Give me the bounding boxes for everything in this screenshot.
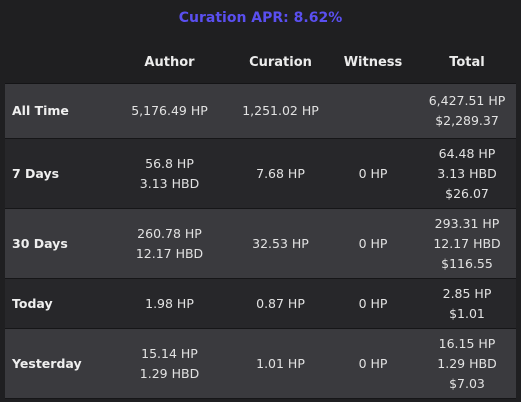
- header-author: Author: [106, 42, 233, 84]
- cell-value: 3.13 HBD: [139, 175, 200, 191]
- curation-cell: 1,251.02 HP: [233, 83, 328, 139]
- cell-value: 3.13 HBD: [437, 165, 497, 181]
- curation-apr-title: Curation APR: 8.62%: [178, 10, 343, 26]
- author-cell: 1.98 HP: [106, 278, 233, 329]
- cell-value: 6,427.51 HP: [428, 93, 506, 108]
- cell-value: 5,176.49 HP: [131, 103, 208, 118]
- cell-value: 1,251.02 HP: [242, 103, 319, 118]
- cell-value: 2.85 HP: [442, 285, 492, 301]
- curation-cell: 0.87 HP: [233, 278, 328, 329]
- curation-cell: 7.68 HP: [233, 138, 328, 209]
- author-cell: 5,176.49 HP: [106, 83, 233, 139]
- curation-cell: 1.01 HP: [233, 328, 328, 399]
- table-row-today: Today 1.98 HP 0.87 HP 0 HP 2.85 HP $1.01: [5, 278, 516, 329]
- witness-cell: 0 HP: [328, 138, 418, 209]
- total-cell: 6,427.51 HP $2,289.37: [418, 83, 516, 139]
- cell-value: 1.01 HP: [256, 355, 305, 371]
- cell-value: 7.68 HP: [256, 165, 305, 181]
- total-cell: 64.48 HP 3.13 HBD $26.07: [418, 138, 516, 209]
- cell-value: $116.55: [441, 255, 493, 271]
- cell-value: 0 HP: [358, 295, 388, 311]
- row-label: 30 Days: [5, 208, 106, 279]
- row-label: Yesterday: [5, 328, 106, 399]
- cell-value: 1.98 HP: [145, 295, 194, 311]
- cell-value: $1.01: [449, 305, 485, 321]
- witness-cell: [328, 83, 418, 139]
- row-label: All Time: [5, 83, 106, 139]
- row-label: Today: [5, 278, 106, 329]
- row-label: 7 Days: [5, 138, 106, 209]
- header-curation: Curation: [233, 42, 328, 84]
- header-total: Total: [418, 42, 516, 84]
- cell-value: 32.53 HP: [252, 235, 309, 251]
- cell-value: 1.29 HBD: [139, 365, 200, 381]
- cell-value: 1.29 HBD: [437, 355, 497, 371]
- cell-value: $7.03: [449, 375, 485, 391]
- cell-value: 0 HP: [358, 235, 388, 251]
- header-period: [5, 42, 106, 84]
- table-row-all-time: All Time 5,176.49 HP 1,251.02 HP 6,427.5…: [5, 83, 516, 139]
- author-cell: 260.78 HP 12.17 HBD: [106, 208, 233, 279]
- cell-value: 12.17 HBD: [135, 245, 204, 261]
- witness-cell: 0 HP: [328, 328, 418, 399]
- total-cell: 293.31 HP 12.17 HBD $116.55: [418, 208, 516, 279]
- total-cell: 16.15 HP 1.29 HBD $7.03: [418, 328, 516, 399]
- cell-value: 293.31 HP: [434, 215, 500, 231]
- cell-value: $2,289.37: [435, 113, 499, 128]
- table-row-yesterday: Yesterday 15.14 HP 1.29 HBD 1.01 HP 0 HP…: [5, 328, 516, 399]
- table-row-7-days: 7 Days 56.8 HP 3.13 HBD 7.68 HP 0 HP 64.…: [5, 138, 516, 209]
- cell-value: 56.8 HP: [145, 155, 194, 171]
- cell-value: 15.14 HP: [141, 345, 198, 361]
- curation-cell: 32.53 HP: [233, 208, 328, 279]
- author-cell: 15.14 HP 1.29 HBD: [106, 328, 233, 399]
- author-cell: 56.8 HP 3.13 HBD: [106, 138, 233, 209]
- rewards-table: Author Curation Witness Total All Time 5…: [5, 42, 516, 399]
- witness-cell: 0 HP: [328, 278, 418, 329]
- cell-value: 64.48 HP: [438, 145, 496, 161]
- total-cell: 2.85 HP $1.01: [418, 278, 516, 329]
- cell-value: 0 HP: [358, 355, 388, 371]
- cell-value: 260.78 HP: [137, 225, 202, 241]
- cell-value: 0.87 HP: [256, 295, 305, 311]
- witness-cell: 0 HP: [328, 208, 418, 279]
- header-witness: Witness: [328, 42, 418, 84]
- table-header-row: Author Curation Witness Total: [5, 42, 516, 84]
- cell-value: 0 HP: [358, 165, 388, 181]
- cell-value: $26.07: [445, 185, 489, 201]
- table-row-30-days: 30 Days 260.78 HP 12.17 HBD 32.53 HP 0 H…: [5, 208, 516, 279]
- cell-value: 16.15 HP: [438, 335, 496, 351]
- cell-value: 12.17 HBD: [433, 235, 501, 251]
